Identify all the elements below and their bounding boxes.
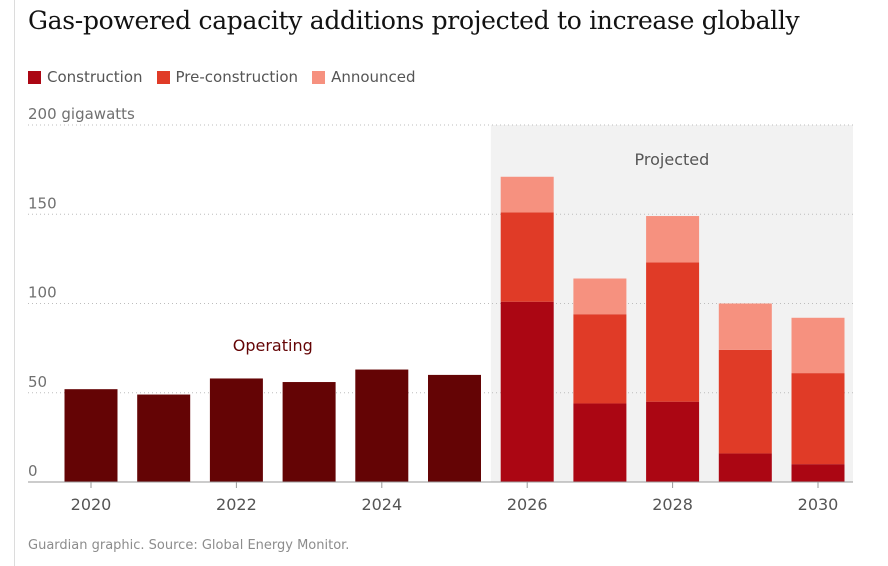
- chart-title: Gas-powered capacity additions projected…: [28, 6, 800, 35]
- legend: Construction Pre-construction Announced: [28, 68, 416, 86]
- x-tick-label-2024: 2024: [361, 495, 402, 514]
- legend-label-construction: Construction: [47, 68, 143, 86]
- bar-2025-operating: [428, 374, 481, 482]
- left-divider: [14, 0, 15, 566]
- bar-2029-construction: [718, 453, 772, 482]
- bar-2028-pre-construction: [646, 262, 700, 402]
- bar-2027-announced: [573, 278, 627, 315]
- legend-swatch-announced: [312, 70, 326, 84]
- bar-2029-pre-construction: [718, 349, 772, 454]
- bar-2030-announced: [791, 317, 845, 374]
- annotation-operating: Operating: [233, 336, 313, 355]
- bar-2020-operating: [64, 389, 118, 482]
- bar-2026-construction: [500, 301, 554, 482]
- legend-label-announced: Announced: [331, 68, 416, 86]
- bar-2024-operating: [355, 369, 409, 482]
- bar-2026-announced: [500, 176, 554, 213]
- bar-2022-operating: [209, 378, 263, 482]
- bar-2027-pre-construction: [573, 314, 627, 404]
- x-tick-label-2030: 2030: [798, 495, 839, 514]
- bar-2028-announced: [646, 216, 700, 263]
- bar-2030-construction: [791, 464, 845, 482]
- x-tick-label-2026: 2026: [507, 495, 548, 514]
- y-axis-label: 200 gigawatts: [28, 105, 135, 123]
- legend-swatch-pre-construction: [156, 70, 170, 84]
- legend-item-pre-construction: Pre-construction: [156, 68, 299, 86]
- legend-label-pre-construction: Pre-construction: [175, 68, 299, 86]
- legend-item-announced: Announced: [312, 68, 416, 86]
- x-tick-label-2022: 2022: [216, 495, 257, 514]
- y-tick-label-100: 100: [28, 284, 57, 302]
- legend-swatch-construction: [28, 70, 41, 84]
- bar-2030-pre-construction: [791, 373, 845, 465]
- y-tick-label-0: 0: [28, 462, 38, 480]
- bar-2027-construction: [573, 403, 627, 482]
- bar-2028-construction: [646, 401, 700, 482]
- y-tick-label-150: 150: [28, 194, 57, 212]
- y-tick-label-50: 50: [28, 373, 47, 391]
- annotation-projected: Projected: [635, 150, 710, 169]
- bar-2023-operating: [282, 382, 336, 482]
- x-tick-label-2028: 2028: [652, 495, 693, 514]
- bar-2021-operating: [137, 394, 191, 482]
- x-tick-label-2020: 2020: [71, 495, 112, 514]
- legend-item-construction: Construction: [28, 68, 143, 86]
- source-note: Guardian graphic. Source: Global Energy …: [28, 538, 350, 553]
- bar-2026-pre-construction: [500, 212, 554, 302]
- bar-2029-announced: [718, 303, 772, 350]
